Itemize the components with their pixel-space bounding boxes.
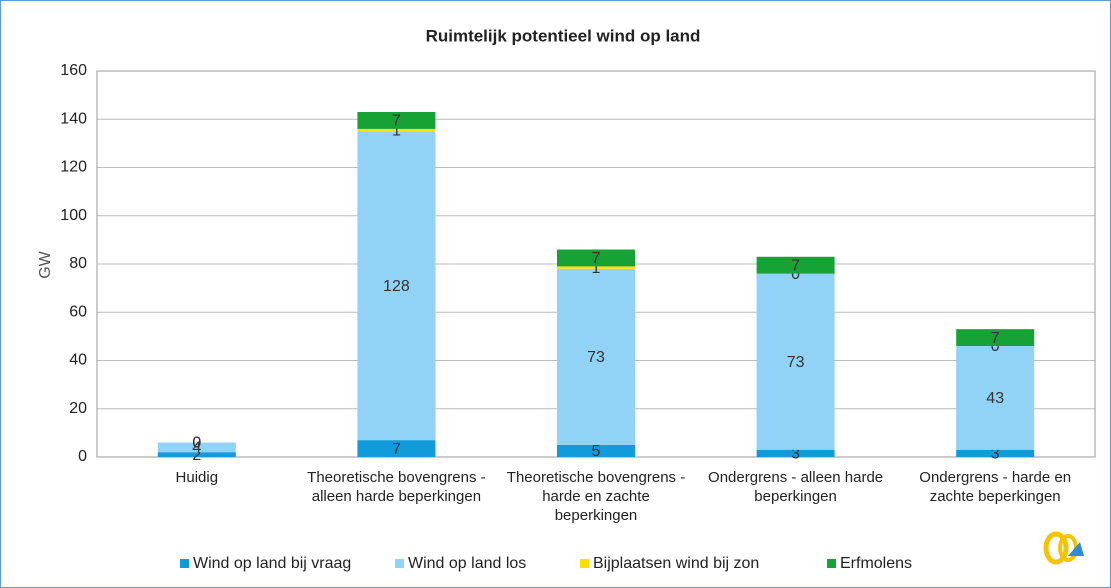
data-label: 1 [592,260,601,277]
chart-title: Ruimtelijk potentieel wind op land [426,26,701,45]
bar-segment [557,268,635,445]
y-tick-label: 20 [69,400,87,417]
y-tick-label: 160 [60,62,87,79]
y-tick-label: 40 [69,352,87,369]
legend-label: Bijplaatsen wind bij zon [593,555,759,572]
y-tick-label: 60 [69,303,87,320]
legend-swatch [827,559,836,568]
logo [1043,531,1084,565]
data-label: 3 [991,446,1000,463]
x-tick-label: Theoretische bovengrens - alleen harde b… [307,469,486,505]
bar-segment [157,442,236,453]
y-tick-label: 100 [60,207,87,224]
bar-segment [357,128,436,132]
data-label: 73 [587,349,605,366]
legend-swatch [580,559,589,568]
y-tick-label: 140 [60,110,87,127]
bar-segment [956,329,1035,347]
data-label: 7 [592,250,601,267]
y-tick-label: 120 [60,159,87,176]
legend-swatch [180,559,189,568]
data-label: 0 [192,435,201,452]
y-tick-label: 0 [78,448,87,465]
data-label: 5 [592,443,601,460]
bar-segment [557,444,635,457]
x-tick-label: Theoretische bovengrens - harde en zacht… [506,469,686,524]
x-tick-label: Ondergrens - alleen harde beperkingen [708,469,884,505]
bar-segment [357,131,436,441]
bar-segment [557,266,635,269]
bar-segment [557,249,635,267]
data-label: 0 [991,338,1000,355]
data-label: 1 [392,122,401,139]
data-label: 0 [791,266,800,283]
bar-segment [756,256,835,274]
data-label: 7 [991,330,1000,347]
legend-label: Wind op land bij vraag [193,555,351,572]
data-label: 7 [392,113,401,130]
data-label: 4 [192,440,201,457]
legend-label: Wind op land los [408,555,526,572]
x-tick-label: Ondergrens - harde en zachte beperkingen [919,469,1072,505]
y-tick-label: 80 [69,255,87,272]
data-label: 0 [192,435,201,452]
bar-segment [956,346,1035,450]
data-label: 128 [383,278,410,295]
legend-label: Erfmolens [840,555,912,572]
data-label: 73 [787,354,805,371]
bar-segment [357,440,436,457]
data-label: 3 [791,446,800,463]
bar-segment [956,449,1035,457]
bar-segment [157,452,236,457]
x-tick-label: Huidig [175,469,219,486]
bar-segment [756,449,835,457]
data-label: 43 [986,390,1004,407]
data-label: 7 [791,257,800,274]
y-axis-label: GW [37,250,54,278]
data-label: 7 [392,441,401,458]
legend-swatch [395,559,404,568]
bar-segment [357,112,436,129]
bar-segment [756,273,835,450]
data-label: 2 [192,447,201,464]
